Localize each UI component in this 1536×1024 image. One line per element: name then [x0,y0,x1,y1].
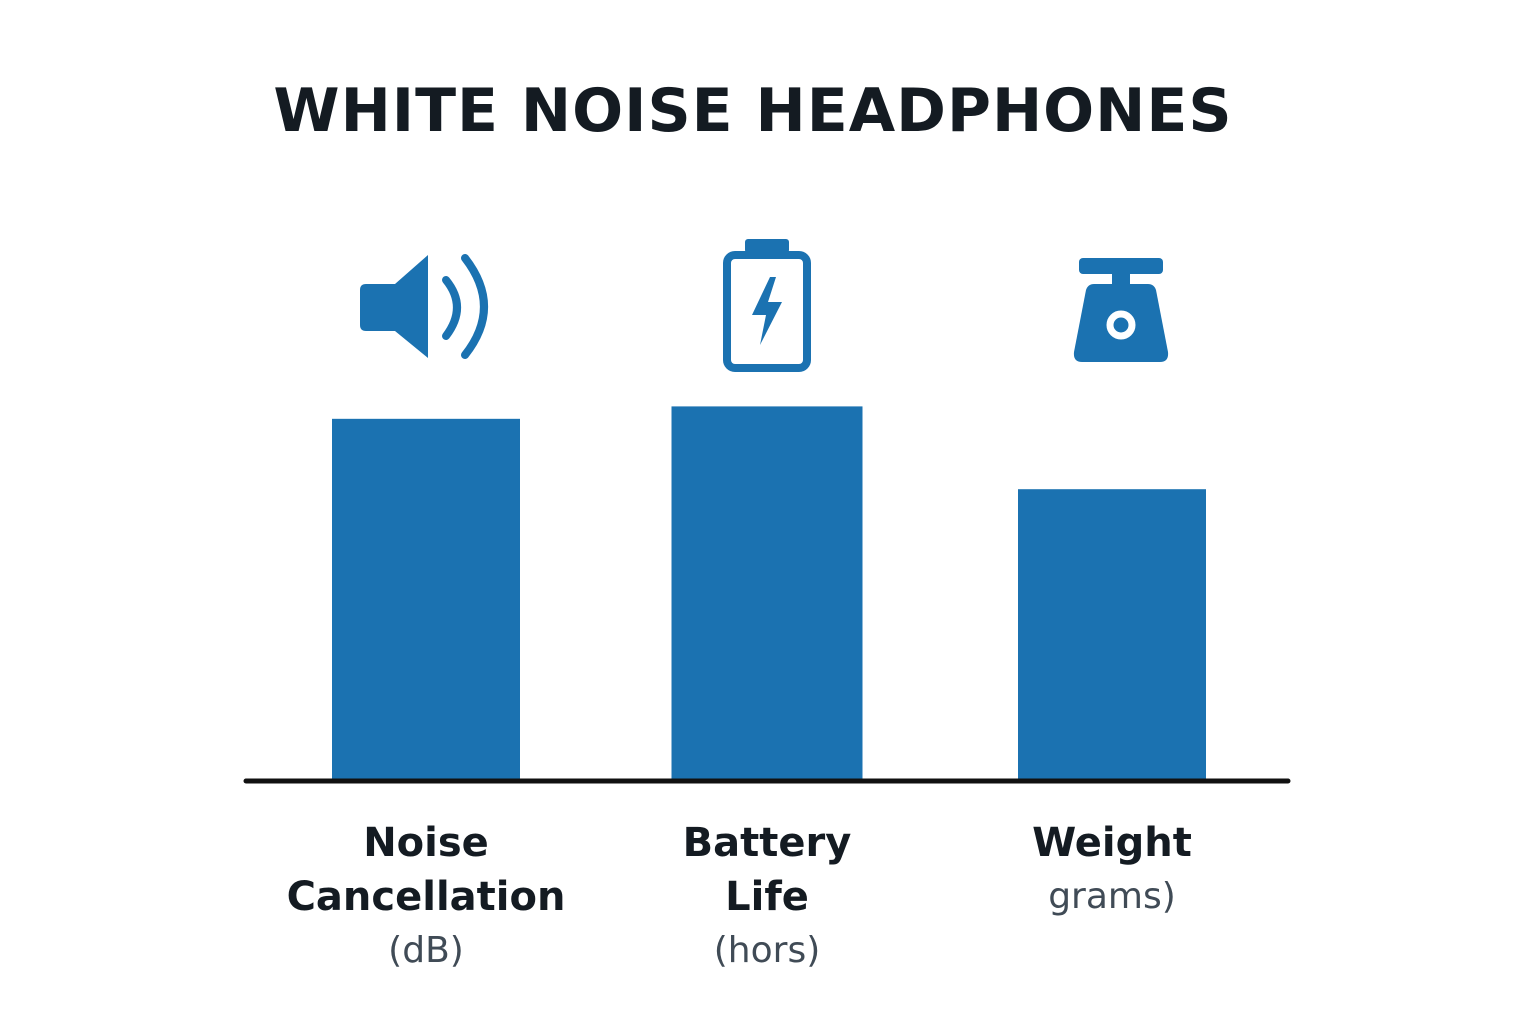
category-label: Noise [363,820,489,866]
scale-dial [1106,310,1136,340]
speaker-body [360,255,428,358]
lightning-bolt [752,277,782,345]
battery-charging-icon [723,239,811,372]
bar-3 [1018,489,1206,779]
category-label: Cancellation [287,874,566,920]
unit-label: (hors) [714,930,821,971]
scale-base [1073,284,1169,362]
unit-label: grams) [1048,876,1176,917]
bar-2 [671,406,863,779]
battery-body [723,251,811,372]
scale-plate [1079,258,1163,274]
bar-1 [332,418,520,779]
category-label: Battery [683,820,852,866]
scale-neck [1112,272,1130,286]
chart-title: WHITE NOISE HEADPHONES [273,76,1233,146]
weighing-scale-icon [1073,258,1169,362]
category-label: Life [725,874,809,920]
sound-wave-inner [442,276,461,340]
speaker-volume-icon [360,254,488,359]
category-label: Weight [1032,820,1192,866]
unit-label: (dB) [388,930,464,971]
battery-terminal [745,239,789,253]
sound-wave-outer [461,254,488,359]
